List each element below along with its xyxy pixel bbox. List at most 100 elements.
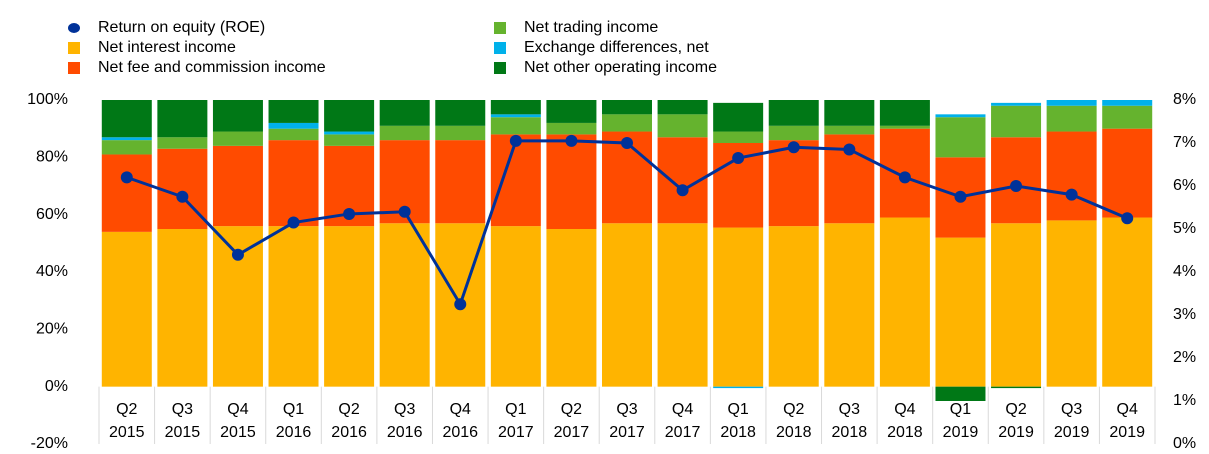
y-tick-label: 100% <box>27 91 68 108</box>
legend-label: Exchange differences, net <box>524 39 709 56</box>
bar-segment <box>935 117 986 158</box>
bar-segment <box>101 154 152 232</box>
x-tick-label: 2017 <box>498 424 534 441</box>
bar-segment <box>824 125 875 135</box>
bar-segment <box>1046 131 1097 221</box>
y-tick-label: 40% <box>36 263 68 280</box>
y2-tick-label: 8% <box>1173 91 1196 108</box>
legend-marker <box>68 42 80 54</box>
x-tick-label: 2015 <box>165 424 201 441</box>
y-tick-label: 20% <box>36 321 68 338</box>
y2-tick-label: 3% <box>1173 306 1196 323</box>
bar-segment <box>1102 128 1153 218</box>
y2-tick-label: 1% <box>1173 392 1196 409</box>
roe-point <box>565 134 578 147</box>
bar-segment <box>602 223 652 387</box>
roe-point <box>398 205 411 218</box>
roe-point <box>676 184 689 197</box>
bar-segment <box>379 100 430 126</box>
bar-segment <box>101 140 152 155</box>
bar-segment <box>268 128 319 141</box>
bar-segment <box>490 134 541 227</box>
bar-segment <box>268 226 319 387</box>
x-tick-label: Q1 <box>727 401 748 418</box>
bar-segment <box>546 229 597 387</box>
roe-point <box>287 216 300 229</box>
bar-segment <box>268 140 319 227</box>
x-tick-label: 2018 <box>832 424 868 441</box>
x-tick-label: 2016 <box>442 424 478 441</box>
bar-segment <box>1046 220 1097 387</box>
y-tick-label: 60% <box>36 206 68 223</box>
bar-segment <box>379 125 430 141</box>
y-tick-label: -20% <box>31 435 68 452</box>
x-tick-label: 2017 <box>609 424 645 441</box>
y2-tick-label: 6% <box>1173 177 1196 194</box>
bar-segment <box>212 131 263 146</box>
bar-segment <box>713 227 764 387</box>
bar-segment <box>879 100 930 126</box>
bar-segment <box>768 100 819 126</box>
x-tick-label: Q4 <box>450 401 471 418</box>
x-tick-label: Q2 <box>561 401 582 418</box>
x-tick-label: 2017 <box>665 424 701 441</box>
y-tick-label: 0% <box>45 378 68 395</box>
x-tick-label: Q4 <box>227 401 248 418</box>
bar-segment <box>212 100 263 132</box>
bar-segment <box>1102 217 1153 387</box>
bar-segment <box>268 100 319 123</box>
bar-segment <box>324 134 375 146</box>
x-tick-label: Q3 <box>839 401 860 418</box>
legend-marker <box>494 62 506 74</box>
x-tick-label: 2019 <box>1054 424 1090 441</box>
roe-point <box>787 141 800 154</box>
bar-segment <box>657 114 708 138</box>
legend-marker <box>68 23 80 33</box>
roe-point <box>1010 180 1023 192</box>
roe-point <box>509 134 522 147</box>
x-tick-label: 2019 <box>998 424 1034 441</box>
bar-segment <box>435 125 486 141</box>
bar-segment <box>101 137 152 141</box>
bar-segment <box>768 125 819 141</box>
x-tick-label: Q1 <box>950 401 971 418</box>
bar-segment <box>935 237 986 387</box>
bar-segment <box>713 386 764 389</box>
x-tick-label: Q1 <box>283 401 304 418</box>
legend-label: Return on equity (ROE) <box>98 19 265 36</box>
bar-segment <box>324 100 375 132</box>
bar-segment <box>157 100 208 138</box>
bar-segment <box>546 100 597 123</box>
bar-segment <box>546 134 597 229</box>
bar-segment <box>824 100 875 126</box>
y2-tick-label: 7% <box>1173 134 1196 151</box>
x-tick-label: Q2 <box>783 401 804 418</box>
x-tick-label: 2018 <box>776 424 812 441</box>
y-tick-label: 80% <box>36 149 68 166</box>
y2-tick-label: 4% <box>1173 263 1196 280</box>
roe-point <box>231 248 244 261</box>
bar-segment <box>768 140 819 227</box>
bar-segment <box>490 114 541 118</box>
roe-point <box>454 298 467 311</box>
bar-segment <box>490 100 541 115</box>
roe-point <box>343 207 356 220</box>
bar-segment <box>268 122 319 129</box>
bar-segment <box>101 231 152 387</box>
bar-segment <box>657 100 708 115</box>
legend-label: Net interest income <box>98 39 236 56</box>
bar-segment <box>435 140 486 224</box>
bar-segment <box>324 226 375 387</box>
legend-marker <box>494 22 506 34</box>
bar-segment <box>324 131 375 135</box>
bar-segment <box>602 114 652 132</box>
bar-segment <box>490 226 541 387</box>
bar-segment <box>991 105 1042 138</box>
bar-segment <box>1102 105 1153 129</box>
x-tick-label: 2019 <box>1109 424 1145 441</box>
bar-segment <box>879 125 930 129</box>
bar-segment <box>435 100 486 126</box>
roe-point <box>732 152 745 165</box>
bar-segment <box>1046 105 1097 132</box>
